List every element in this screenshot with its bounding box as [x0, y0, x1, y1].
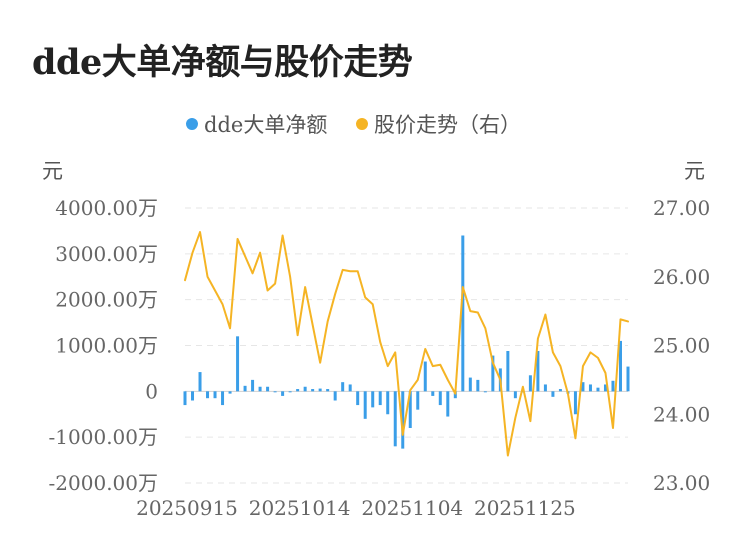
bar [626, 366, 630, 392]
bar [416, 391, 420, 410]
left-tick-label: 0 [145, 379, 158, 403]
bar [408, 391, 412, 428]
right-tick-label: 27.00 [653, 196, 710, 220]
bar [303, 386, 307, 392]
bar [393, 391, 397, 447]
bar [453, 391, 457, 399]
bar [251, 379, 255, 392]
bar [191, 391, 195, 401]
bar [318, 388, 322, 392]
line-series [184, 231, 629, 457]
bar [243, 385, 247, 392]
bar [603, 384, 607, 392]
left-tick-label: 3000.00万 [55, 242, 158, 266]
legend-label-bar: dde大单净额 [204, 113, 327, 137]
left-axis-unit: 元 [42, 159, 63, 183]
bar [296, 389, 300, 392]
left-tick-label: 2000.00万 [55, 288, 158, 312]
bar [446, 391, 450, 417]
bar [521, 391, 525, 393]
bar [333, 391, 337, 401]
bar [431, 391, 435, 396]
bar [611, 380, 615, 392]
bar [618, 340, 622, 392]
left-tick-label: -1000.00万 [49, 425, 158, 449]
bar [423, 361, 427, 392]
right-axis-ticks: 27.00 26.00 25.00 24.00 23.00 [653, 196, 710, 495]
bar [311, 389, 315, 392]
legend-label-line: 股价走势（右） [374, 113, 521, 137]
price-line [184, 231, 629, 457]
bar [461, 235, 465, 392]
bar [596, 387, 600, 392]
right-tick-label: 24.00 [653, 402, 710, 426]
bar [401, 391, 405, 449]
bar-series [183, 235, 630, 449]
bar [266, 386, 270, 392]
left-tick-label: 1000.00万 [55, 334, 158, 358]
bar [348, 384, 352, 392]
bar [258, 386, 262, 392]
legend: dde大单净额 股价走势（右） [186, 113, 521, 137]
bar [198, 372, 202, 392]
bar [468, 377, 472, 392]
bar [281, 391, 285, 396]
left-axis-ticks: 4000.00万 3000.00万 2000.00万 1000.00万 0 -1000.0… [49, 196, 158, 495]
bar [528, 375, 532, 392]
bar [573, 391, 577, 415]
bar [326, 389, 330, 392]
bar [213, 391, 217, 399]
bar [476, 379, 480, 392]
legend-marker-bar [186, 118, 198, 130]
bar [356, 391, 360, 406]
bar [221, 391, 225, 406]
bar [551, 391, 555, 397]
grid-lines [185, 207, 628, 484]
bar [543, 384, 547, 392]
x-tick-label: 20251104 [361, 496, 463, 520]
bar [228, 391, 232, 394]
right-tick-label: 23.00 [653, 471, 710, 495]
bar [483, 391, 487, 393]
bar [206, 391, 210, 399]
bar [491, 355, 495, 392]
x-tick-label: 20251014 [249, 496, 351, 520]
left-tick-label: 4000.00万 [55, 196, 158, 220]
bar [536, 351, 540, 392]
bar [588, 384, 592, 392]
bar [513, 391, 517, 399]
x-axis-ticks: 20250915 20251014 20251104 20251125 [136, 496, 576, 520]
right-tick-label: 25.00 [653, 334, 710, 358]
bar [386, 391, 390, 415]
bar [288, 391, 292, 393]
chart-title: dde大单净额与股价走势 [32, 42, 413, 83]
bar [371, 391, 375, 408]
x-tick-label: 20251125 [474, 496, 576, 520]
bar [183, 391, 187, 406]
bar [363, 391, 367, 419]
bar [506, 351, 510, 392]
bar [341, 382, 345, 392]
bar [558, 389, 562, 392]
bar [581, 382, 585, 392]
bar [378, 391, 382, 406]
bar [273, 391, 277, 393]
bar [236, 336, 240, 392]
left-tick-label: -2000.00万 [49, 471, 158, 495]
right-tick-label: 26.00 [653, 265, 710, 289]
x-tick-label: 20250915 [136, 496, 238, 520]
right-axis-unit: 元 [684, 159, 705, 183]
bar [438, 391, 442, 406]
legend-marker-line [356, 118, 368, 130]
